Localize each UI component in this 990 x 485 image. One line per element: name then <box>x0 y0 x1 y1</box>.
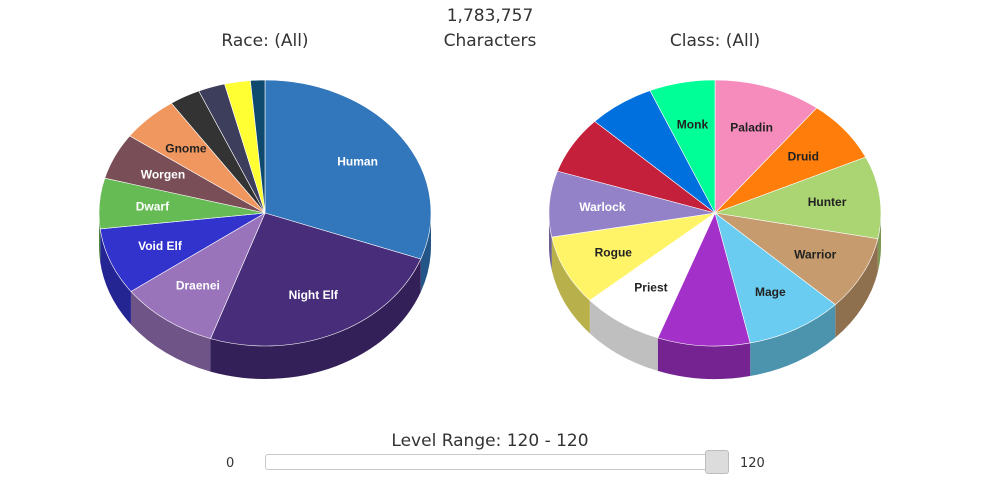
pie-chart-race: Human Night Elf Draenei Void Elf Dwarf Worgen… <box>98 79 432 379</box>
pie-slice-race-10[interactable] <box>250 79 266 214</box>
pie-label-class-6: Priest <box>634 280 667 294</box>
pie-side-race-3 <box>100 228 131 325</box>
pie-side-class-7 <box>551 237 590 334</box>
pie-label-race-3: Void Elf <box>138 239 183 253</box>
pie-label-race-6: Gnome <box>165 141 207 155</box>
pie-label-class-3: Warrior <box>794 248 837 262</box>
pie-label-race-5: Worgen <box>141 167 185 181</box>
pie-side-class-6 <box>589 300 658 371</box>
pie-side-class-3 <box>835 238 878 338</box>
race-chart-title: Race: (All) <box>221 31 309 51</box>
pie-label-class-0: Paladin <box>730 120 773 134</box>
level-range-label: Level Range: 120 - 120 <box>391 431 589 451</box>
pie-slice-class-4[interactable] <box>714 212 836 344</box>
pie-label-class-2: Hunter <box>808 195 847 209</box>
pie-slice-class-2[interactable] <box>713 156 882 240</box>
pie-slice-race-2[interactable] <box>130 212 266 339</box>
pie-slice-class-3[interactable] <box>714 212 879 306</box>
pie-label-class-4: Mage <box>755 285 786 299</box>
pie-label-class-1: Druid <box>788 150 819 164</box>
class-chart-title: Class: (All) <box>669 31 761 51</box>
pie-label-class-8: Warlock <box>579 200 626 214</box>
pie-charts: Human Night Elf Draenei Void Elf Dwarf Worgen… <box>98 79 882 379</box>
total-count: 1,783,757 <box>446 6 534 26</box>
pie-slice-class-11[interactable] <box>649 79 716 214</box>
pie-side-race-2 <box>130 291 211 372</box>
pie-label-race-4: Dwarf <box>136 199 170 213</box>
pie-label-race-2: Draenei <box>176 279 220 293</box>
slider-max-label: 120 <box>740 456 765 471</box>
slider-handle[interactable] <box>705 450 729 474</box>
pie-side-race-1 <box>210 259 421 379</box>
pie-side-class-4 <box>750 304 836 376</box>
slider-min-label: 0 <box>226 456 235 471</box>
level-range-slider[interactable] <box>265 454 729 470</box>
pie-slice-race-0[interactable] <box>264 79 432 260</box>
pie-label-race-1: Night Elf <box>289 288 339 302</box>
pie-slice-class-0[interactable] <box>714 79 818 214</box>
pie-slice-class-7[interactable] <box>551 212 716 301</box>
total-label: Characters <box>443 31 537 51</box>
pie-side-race-4 <box>99 213 101 262</box>
pie-side-race-0 <box>420 213 431 293</box>
pie-label-class-7: Rogue <box>595 245 633 259</box>
pie-label-race-0: Human <box>337 154 378 168</box>
pie-chart-class: Paladin Druid Hunter Warrior Mage Priest Rogue… <box>548 79 882 379</box>
pie-side-class-5 <box>657 337 751 379</box>
pie-slice-class-5[interactable] <box>657 212 751 347</box>
pie-label-class-11: Monk <box>677 117 709 131</box>
pie-slice-race-1[interactable] <box>210 212 422 347</box>
